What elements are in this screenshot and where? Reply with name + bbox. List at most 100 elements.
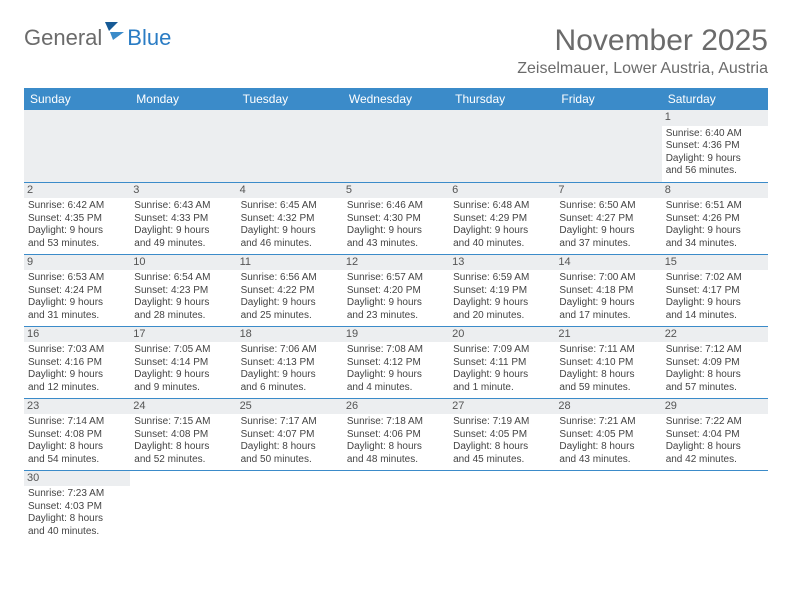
day-number: 28 <box>555 399 661 415</box>
calendar-row: 30Sunrise: 7:23 AMSunset: 4:03 PMDayligh… <box>24 470 768 542</box>
daylight-text: Daylight: 8 hours <box>559 441 657 454</box>
sunset-text: Sunset: 4:17 PM <box>666 285 764 298</box>
sunset-text: Sunset: 4:27 PM <box>559 213 657 226</box>
logo-text-first: General <box>24 25 102 51</box>
blank-day <box>24 110 130 182</box>
sunset-text: Sunset: 4:12 PM <box>347 357 445 370</box>
calendar-row: 2Sunrise: 6:42 AMSunset: 4:35 PMDaylight… <box>24 182 768 254</box>
daylight-text: and 9 minutes. <box>134 382 232 395</box>
calendar-row: 1Sunrise: 6:40 AMSunset: 4:36 PMDaylight… <box>24 110 768 182</box>
daylight-text: Daylight: 9 hours <box>134 297 232 310</box>
daylight-text: Daylight: 9 hours <box>453 225 551 238</box>
sunset-text: Sunset: 4:03 PM <box>28 501 126 514</box>
sunset-text: Sunset: 4:26 PM <box>666 213 764 226</box>
day-number: 1 <box>662 110 768 126</box>
daylight-text: and 1 minute. <box>453 382 551 395</box>
blank-day <box>449 470 555 542</box>
day-cell: 19Sunrise: 7:08 AMSunset: 4:12 PMDayligh… <box>343 326 449 398</box>
sunrise-text: Sunrise: 7:03 AM <box>28 344 126 357</box>
daylight-text: and 56 minutes. <box>666 165 764 178</box>
daylight-text: and 31 minutes. <box>28 310 126 323</box>
sunset-text: Sunset: 4:33 PM <box>134 213 232 226</box>
daylight-text: and 28 minutes. <box>134 310 232 323</box>
day-cell: 28Sunrise: 7:21 AMSunset: 4:05 PMDayligh… <box>555 398 661 470</box>
day-number: 21 <box>555 327 661 343</box>
sunrise-text: Sunrise: 6:43 AM <box>134 200 232 213</box>
day-number: 18 <box>237 327 343 343</box>
sunrise-text: Sunrise: 7:02 AM <box>666 272 764 285</box>
day-cell: 4Sunrise: 6:45 AMSunset: 4:32 PMDaylight… <box>237 182 343 254</box>
daylight-text: and 49 minutes. <box>134 238 232 251</box>
day-number: 27 <box>449 399 555 415</box>
sunset-text: Sunset: 4:08 PM <box>28 429 126 442</box>
daylight-text: and 53 minutes. <box>28 238 126 251</box>
weekday-header: Wednesday <box>343 88 449 110</box>
sunrise-text: Sunrise: 6:57 AM <box>347 272 445 285</box>
blank-day <box>343 110 449 182</box>
day-number: 26 <box>343 399 449 415</box>
daylight-text: and 45 minutes. <box>453 454 551 467</box>
sunset-text: Sunset: 4:32 PM <box>241 213 339 226</box>
day-cell: 24Sunrise: 7:15 AMSunset: 4:08 PMDayligh… <box>130 398 236 470</box>
daylight-text: Daylight: 8 hours <box>347 441 445 454</box>
sunset-text: Sunset: 4:18 PM <box>559 285 657 298</box>
sunset-text: Sunset: 4:36 PM <box>666 140 764 153</box>
daylight-text: Daylight: 9 hours <box>347 369 445 382</box>
sunrise-text: Sunrise: 6:42 AM <box>28 200 126 213</box>
blank-day <box>130 470 236 542</box>
sunrise-text: Sunrise: 7:22 AM <box>666 416 764 429</box>
daylight-text: Daylight: 8 hours <box>134 441 232 454</box>
flag-icon <box>104 20 126 48</box>
daylight-text: and 6 minutes. <box>241 382 339 395</box>
day-number: 13 <box>449 255 555 271</box>
day-cell: 26Sunrise: 7:18 AMSunset: 4:06 PMDayligh… <box>343 398 449 470</box>
daylight-text: Daylight: 9 hours <box>453 297 551 310</box>
month-title: November 2025 <box>517 24 768 58</box>
day-cell: 14Sunrise: 7:00 AMSunset: 4:18 PMDayligh… <box>555 254 661 326</box>
day-number: 25 <box>237 399 343 415</box>
day-cell: 11Sunrise: 6:56 AMSunset: 4:22 PMDayligh… <box>237 254 343 326</box>
day-cell: 15Sunrise: 7:02 AMSunset: 4:17 PMDayligh… <box>662 254 768 326</box>
day-cell: 8Sunrise: 6:51 AMSunset: 4:26 PMDaylight… <box>662 182 768 254</box>
sunset-text: Sunset: 4:23 PM <box>134 285 232 298</box>
daylight-text: and 52 minutes. <box>134 454 232 467</box>
day-number: 22 <box>662 327 768 343</box>
blank-day <box>449 110 555 182</box>
sunrise-text: Sunrise: 6:40 AM <box>666 128 764 141</box>
sunset-text: Sunset: 4:05 PM <box>559 429 657 442</box>
daylight-text: and 20 minutes. <box>453 310 551 323</box>
blank-day <box>555 110 661 182</box>
day-cell: 10Sunrise: 6:54 AMSunset: 4:23 PMDayligh… <box>130 254 236 326</box>
day-cell: 1Sunrise: 6:40 AMSunset: 4:36 PMDaylight… <box>662 110 768 182</box>
weekday-header: Friday <box>555 88 661 110</box>
sunset-text: Sunset: 4:35 PM <box>28 213 126 226</box>
sunrise-text: Sunrise: 7:11 AM <box>559 344 657 357</box>
sunrise-text: Sunrise: 7:14 AM <box>28 416 126 429</box>
sunset-text: Sunset: 4:14 PM <box>134 357 232 370</box>
sunrise-text: Sunrise: 7:00 AM <box>559 272 657 285</box>
daylight-text: Daylight: 9 hours <box>28 297 126 310</box>
daylight-text: and 57 minutes. <box>666 382 764 395</box>
day-cell: 27Sunrise: 7:19 AMSunset: 4:05 PMDayligh… <box>449 398 555 470</box>
daylight-text: and 54 minutes. <box>28 454 126 467</box>
day-number: 12 <box>343 255 449 271</box>
daylight-text: and 37 minutes. <box>559 238 657 251</box>
daylight-text: and 40 minutes. <box>28 526 126 539</box>
weekday-header: Monday <box>130 88 236 110</box>
day-cell: 13Sunrise: 6:59 AMSunset: 4:19 PMDayligh… <box>449 254 555 326</box>
daylight-text: Daylight: 8 hours <box>28 513 126 526</box>
daylight-text: and 23 minutes. <box>347 310 445 323</box>
sunrise-text: Sunrise: 6:51 AM <box>666 200 764 213</box>
logo-text-second: Blue <box>127 25 171 51</box>
sunset-text: Sunset: 4:13 PM <box>241 357 339 370</box>
sunrise-text: Sunrise: 6:46 AM <box>347 200 445 213</box>
daylight-text: Daylight: 8 hours <box>241 441 339 454</box>
blank-day <box>130 110 236 182</box>
sunrise-text: Sunrise: 6:59 AM <box>453 272 551 285</box>
daylight-text: Daylight: 8 hours <box>666 369 764 382</box>
day-cell: 17Sunrise: 7:05 AMSunset: 4:14 PMDayligh… <box>130 326 236 398</box>
day-cell: 21Sunrise: 7:11 AMSunset: 4:10 PMDayligh… <box>555 326 661 398</box>
sunset-text: Sunset: 4:08 PM <box>134 429 232 442</box>
day-cell: 16Sunrise: 7:03 AMSunset: 4:16 PMDayligh… <box>24 326 130 398</box>
day-cell: 20Sunrise: 7:09 AMSunset: 4:11 PMDayligh… <box>449 326 555 398</box>
